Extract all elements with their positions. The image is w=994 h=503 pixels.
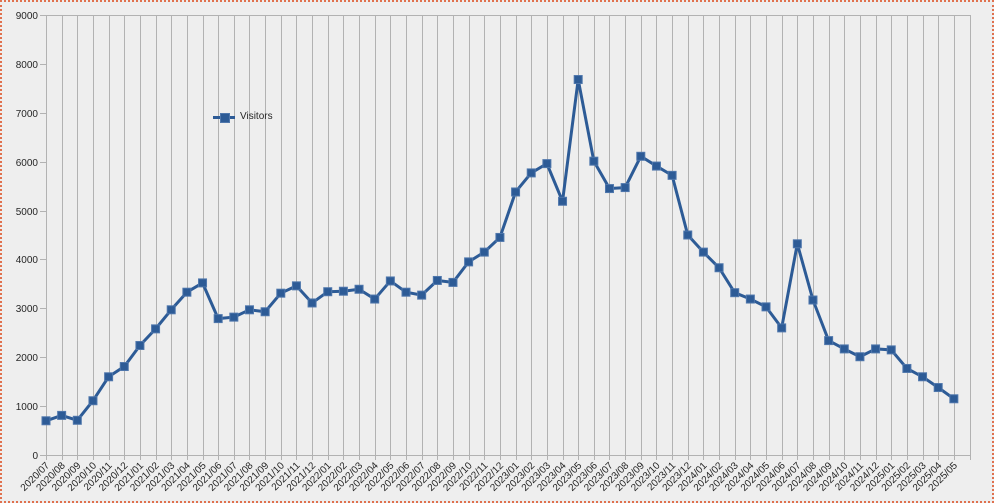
data-point <box>401 287 411 297</box>
y-axis-label: 5000 <box>16 207 39 218</box>
data-point <box>792 239 802 249</box>
data-point <box>151 324 161 334</box>
data-point <box>558 196 568 206</box>
data-point <box>182 287 192 297</box>
data-point <box>166 305 176 315</box>
data-point <box>323 287 333 297</box>
data-point <box>573 75 583 85</box>
data-point <box>949 394 959 404</box>
y-axis: 0 1000 2000 3000 4000 5000 6000 7000 8000 9000 <box>16 11 46 462</box>
data-point <box>839 344 849 354</box>
legend-line-marker-icon <box>213 113 235 123</box>
y-axis-label: 0 <box>32 451 38 462</box>
y-axis-label: 4000 <box>16 255 39 266</box>
data-point <box>683 230 693 240</box>
data-point <box>824 336 834 346</box>
data-point <box>354 284 364 294</box>
data-point <box>636 151 646 161</box>
gridlines <box>41 15 971 460</box>
data-point <box>307 298 317 308</box>
data-point <box>260 307 270 317</box>
data-point <box>667 170 677 180</box>
data-point <box>479 247 489 257</box>
data-point <box>526 168 536 178</box>
data-point <box>886 345 896 355</box>
data-point <box>604 184 614 194</box>
data-point <box>244 305 254 315</box>
legend-square-icon <box>220 113 230 123</box>
data-point <box>745 294 755 304</box>
data-point <box>119 362 129 372</box>
data-point <box>730 288 740 298</box>
y-axis-label: 6000 <box>16 158 39 169</box>
y-axis-label: 3000 <box>16 304 39 315</box>
data-point <box>902 363 912 373</box>
data-point <box>589 156 599 166</box>
y-axis-label: 9000 <box>16 11 39 22</box>
data-point <box>464 257 474 267</box>
y-axis-label: 2000 <box>16 353 39 364</box>
data-point <box>41 416 51 426</box>
data-point <box>104 372 114 382</box>
data-point <box>620 183 630 193</box>
legend: Visitors <box>213 111 273 123</box>
data-point <box>88 396 98 406</box>
data-point <box>714 263 724 273</box>
data-point <box>918 372 928 382</box>
y-axis-label: 1000 <box>16 402 39 413</box>
data-point <box>651 161 661 171</box>
series-line <box>45 78 955 423</box>
y-axis-label: 8000 <box>16 60 39 71</box>
data-point <box>432 275 442 285</box>
data-point <box>855 352 865 362</box>
data-point <box>417 290 427 300</box>
legend-label: Visitors <box>240 111 273 122</box>
data-point <box>229 312 239 322</box>
data-point <box>385 276 395 286</box>
y-axis-label: 7000 <box>16 109 39 120</box>
data-point <box>495 232 505 242</box>
data-point <box>777 323 787 333</box>
data-point <box>198 278 208 288</box>
series-markers <box>41 75 959 426</box>
data-point <box>291 281 301 291</box>
data-point <box>511 187 521 197</box>
data-point <box>933 383 943 393</box>
data-point <box>72 415 82 425</box>
data-point <box>698 247 708 257</box>
data-point <box>808 295 818 305</box>
data-point <box>338 286 348 296</box>
data-point <box>213 314 223 324</box>
data-point <box>761 302 771 312</box>
data-point <box>448 277 458 287</box>
data-point <box>135 340 145 350</box>
data-point <box>370 294 380 304</box>
data-point <box>871 344 881 354</box>
x-axis-labels: 2020/072020/082020/092020/102020/112020/… <box>19 460 960 494</box>
data-point <box>542 159 552 169</box>
data-point <box>276 288 286 298</box>
data-point <box>57 410 67 420</box>
